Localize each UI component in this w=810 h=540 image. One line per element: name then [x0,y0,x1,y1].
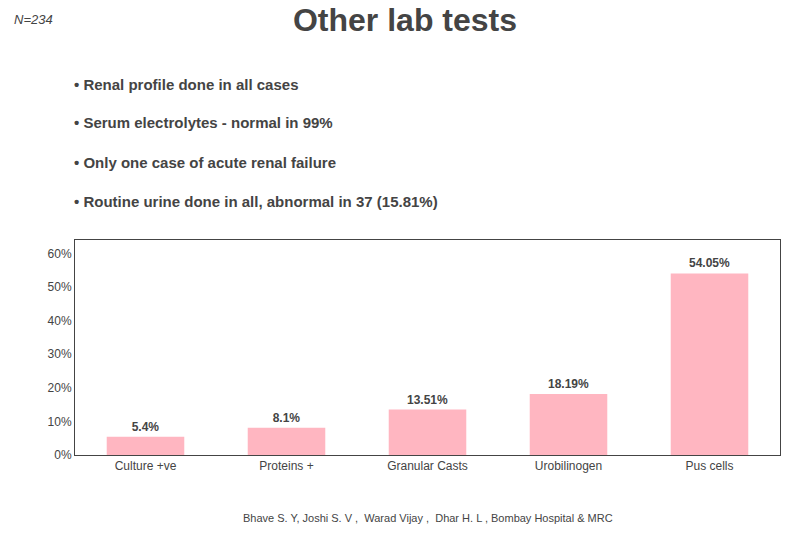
svg-text:Bhave S. Y, Joshi S. V , Wara: Bhave S. Y, Joshi S. V , Warad Vijay , D… [243,512,613,524]
svg-text:N=234: N=234 [14,12,53,27]
svg-text:5.4%: 5.4% [132,420,160,434]
svg-text:13.51%: 13.51% [407,393,448,407]
svg-text:Culture +ve: Culture +ve [115,459,177,473]
svg-text:20%: 20% [48,381,72,395]
svg-text:• Renal profile done in all ca: • Renal profile done in all cases [74,76,299,93]
svg-text:• Serum electrolytes - normal: • Serum electrolytes - normal in 99% [74,114,333,131]
svg-text:18.19%: 18.19% [548,377,589,391]
svg-text:Pus cells: Pus cells [685,459,733,473]
svg-text:Other lab tests: Other lab tests [293,2,517,38]
svg-text:Urobilinogen: Urobilinogen [535,459,602,473]
svg-text:54.05%: 54.05% [689,256,730,270]
svg-text:30%: 30% [48,347,72,361]
svg-text:Proteins +: Proteins + [259,459,313,473]
svg-text:8.1%: 8.1% [273,411,301,425]
svg-text:60%: 60% [48,247,72,261]
svg-text:Granular Casts: Granular Casts [387,459,468,473]
svg-text:0%: 0% [54,448,72,462]
svg-text:50%: 50% [48,280,72,294]
svg-text:• Routine urine done in all, a: • Routine urine done in all, abnormal in… [74,193,438,210]
svg-text:40%: 40% [48,314,72,328]
svg-text:10%: 10% [48,415,72,429]
svg-text:• Only one case of acute renal: • Only one case of acute renal failure [74,154,336,171]
